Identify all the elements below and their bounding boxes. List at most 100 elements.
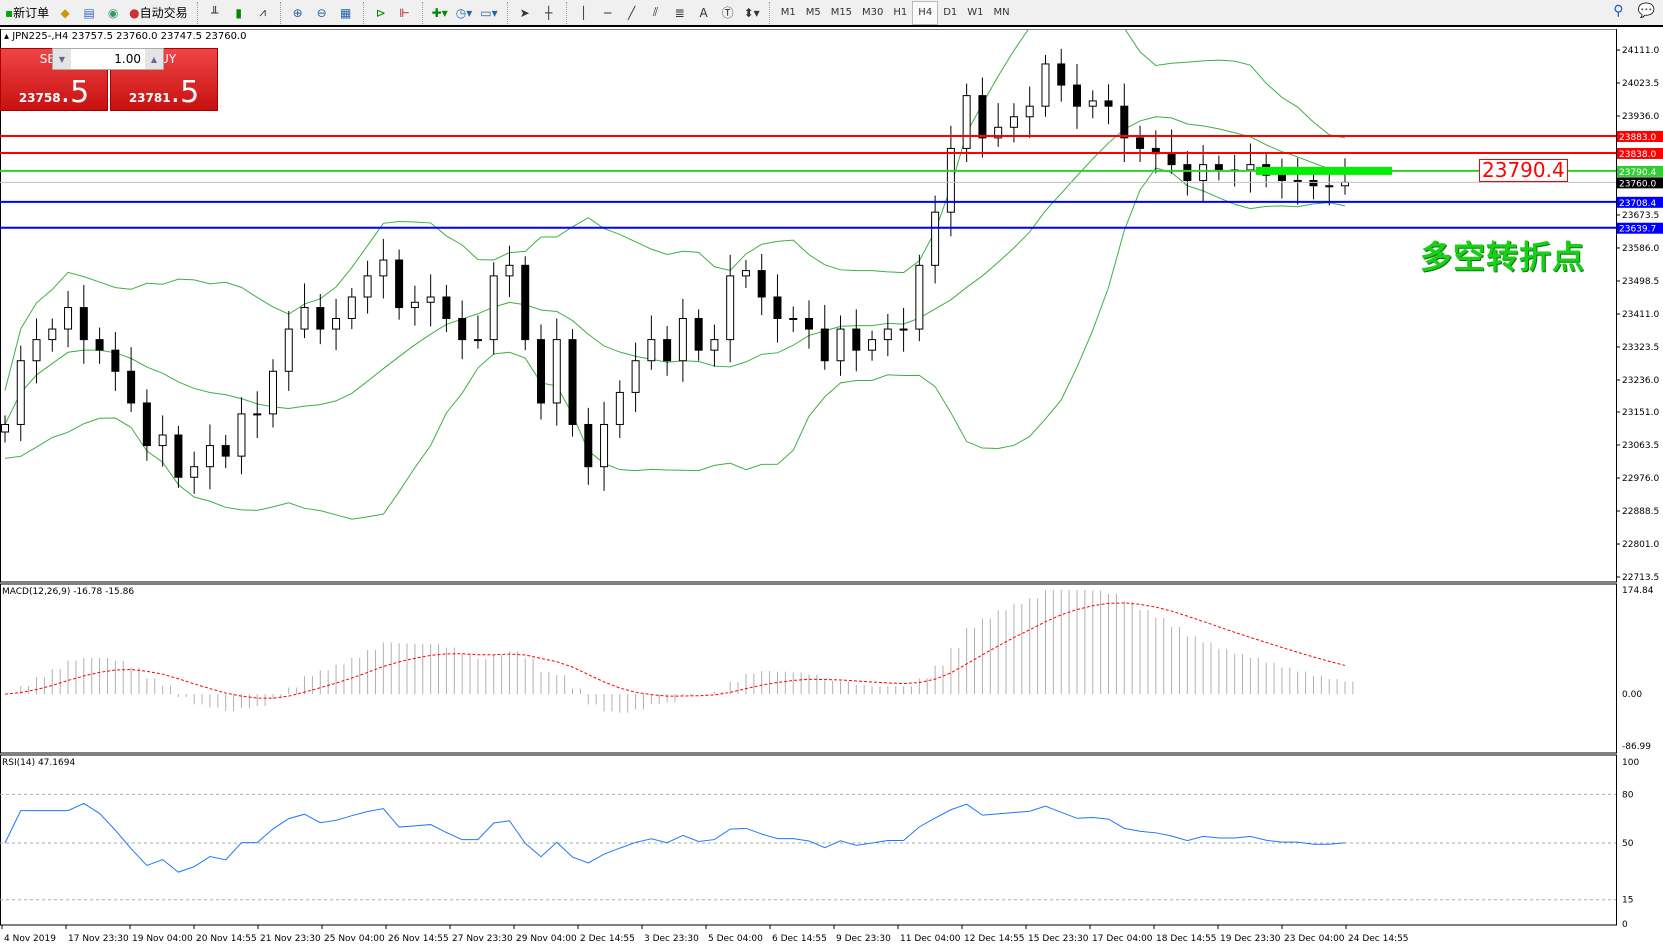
periods-icon[interactable]: ◷▾: [455, 5, 473, 20]
candle: [1309, 179, 1318, 187]
new-order-button[interactable]: ▪ 新订单: [5, 5, 50, 21]
candle: [694, 317, 703, 351]
candle: [111, 349, 120, 372]
volume-value[interactable]: 1.00: [114, 52, 141, 66]
candle: [1120, 105, 1129, 139]
candle: [1009, 116, 1018, 128]
candle: [316, 307, 325, 330]
trendline-icon[interactable]: ╱: [627, 5, 636, 20]
rsi-tick-label: 0: [1622, 920, 1628, 930]
candle: [190, 466, 199, 478]
candle: [678, 317, 687, 362]
bollinger-lower: [4, 167, 1346, 520]
price-tick-label: 23936.0: [1622, 112, 1659, 122]
templates-icon[interactable]: ▭▾: [480, 5, 498, 20]
chart-area[interactable]: 24111.0 24023.5 23936.0 23673.5 23586.0 23498…: [0, 29, 1663, 948]
candle: [1025, 105, 1034, 118]
time-tick-label: 6 Dec 14:55: [772, 934, 827, 944]
candle: [253, 413, 262, 416]
crosshair-icon[interactable]: ┼: [544, 5, 553, 20]
green-zone-rectangle: [1256, 166, 1392, 175]
time-tick-label: 9 Dec 23:30: [836, 934, 891, 944]
time-tick-label: 23 Dec 04:00: [1284, 934, 1345, 944]
navigator-icon[interactable]: ▤: [83, 5, 95, 20]
level-tag: [1617, 130, 1663, 142]
candle: [1277, 174, 1286, 181]
level-tag: [1617, 222, 1663, 234]
candle: [552, 339, 561, 404]
timeframe-m5[interactable]: M5: [805, 7, 821, 18]
candle: [300, 307, 309, 330]
fibonacci-icon[interactable]: ≣: [674, 5, 685, 20]
volume-field[interactable]: ▼ 1.00 ▲: [52, 48, 164, 70]
auto-trading-button[interactable]: ● 自动交易: [126, 2, 191, 24]
candle: [962, 95, 971, 149]
bar-chart-icon[interactable]: ╨: [211, 5, 219, 20]
arrows-icon[interactable]: ⬍▾: [743, 5, 760, 20]
candle: [1246, 164, 1255, 171]
level-tag-label: 23760.0: [1619, 179, 1656, 189]
cursor-icon[interactable]: ➤: [519, 5, 530, 20]
metaeditor-icon[interactable]: ◆: [60, 5, 70, 20]
timeframe-w1[interactable]: W1: [967, 7, 984, 18]
timeframe-m15[interactable]: M15: [830, 7, 853, 18]
candle: [332, 317, 341, 330]
equidistant-channel-icon[interactable]: ⫽: [652, 5, 659, 19]
chart-shift-icon[interactable]: ⊩: [399, 5, 410, 20]
macd-signal-line: [4, 602, 1346, 699]
chat-icon[interactable]: 💬: [1637, 3, 1655, 19]
auto-trading-icon: ●: [129, 5, 140, 20]
candle: [16, 360, 25, 425]
volume-increase-button[interactable]: ▲: [145, 49, 163, 69]
candle: [284, 328, 293, 372]
candle: [347, 296, 356, 319]
candle: [1183, 164, 1192, 181]
candle: [269, 370, 277, 415]
horizontal-line-icon[interactable]: ─: [603, 5, 612, 20]
time-tick-label: 11 Dec 04:00: [900, 934, 961, 944]
tile-windows-icon[interactable]: ▦: [339, 5, 352, 20]
time-tick-label: 21 Nov 23:30: [260, 934, 321, 944]
vertical-line-icon[interactable]: │: [579, 5, 588, 20]
candle: [521, 264, 530, 341]
sell-price: 23758.5: [18, 75, 90, 110]
indicators-icon[interactable]: ✚▾: [431, 5, 448, 20]
candle: [836, 328, 845, 362]
zoom-out-icon[interactable]: ⊖: [316, 5, 327, 20]
buy-price: 23781.5: [128, 75, 200, 110]
autoscroll-icon[interactable]: ⊳: [375, 5, 386, 20]
timeframe-h4[interactable]: H4: [912, 0, 939, 25]
text-label-icon[interactable]: Ⓣ: [721, 6, 734, 20]
timeframe-m30[interactable]: M30: [862, 7, 884, 18]
zoom-in-icon[interactable]: ⊕: [292, 5, 303, 20]
level-tag-label: 23883.0: [1619, 133, 1656, 143]
timeframe-d1[interactable]: D1: [943, 7, 958, 18]
timeframe-mn[interactable]: MN: [993, 7, 1010, 18]
candle: [805, 317, 813, 330]
candle: [473, 339, 482, 342]
price-tick-label: 23323.5: [1622, 343, 1659, 353]
candle: [710, 339, 719, 351]
candle: [127, 370, 136, 404]
candle: [631, 360, 640, 393]
candle: [537, 339, 545, 404]
line-chart-icon[interactable]: ⩘: [259, 5, 267, 19]
timeframe-h1[interactable]: H1: [893, 7, 908, 18]
annotation-text: 多空转折点: [1420, 238, 1586, 276]
level-tag-label: 23708.4: [1619, 199, 1656, 209]
candle: [899, 328, 908, 331]
signals-icon[interactable]: ◉: [107, 5, 119, 20]
text-icon[interactable]: A: [699, 5, 708, 20]
volume-decrease-button[interactable]: ▼: [53, 49, 71, 69]
candle: [647, 339, 656, 362]
timeframe-m1[interactable]: M1: [780, 7, 796, 18]
candle: [410, 301, 419, 309]
candlestick-icon[interactable]: ▮: [235, 5, 242, 20]
level-tag: [1617, 165, 1663, 177]
candle: [379, 259, 388, 277]
search-icon[interactable]: ⚲: [1613, 3, 1624, 19]
rsi-pane-border: [0, 754, 1617, 926]
candle: [1057, 63, 1066, 86]
candle: [931, 211, 940, 266]
candle: [48, 328, 57, 341]
